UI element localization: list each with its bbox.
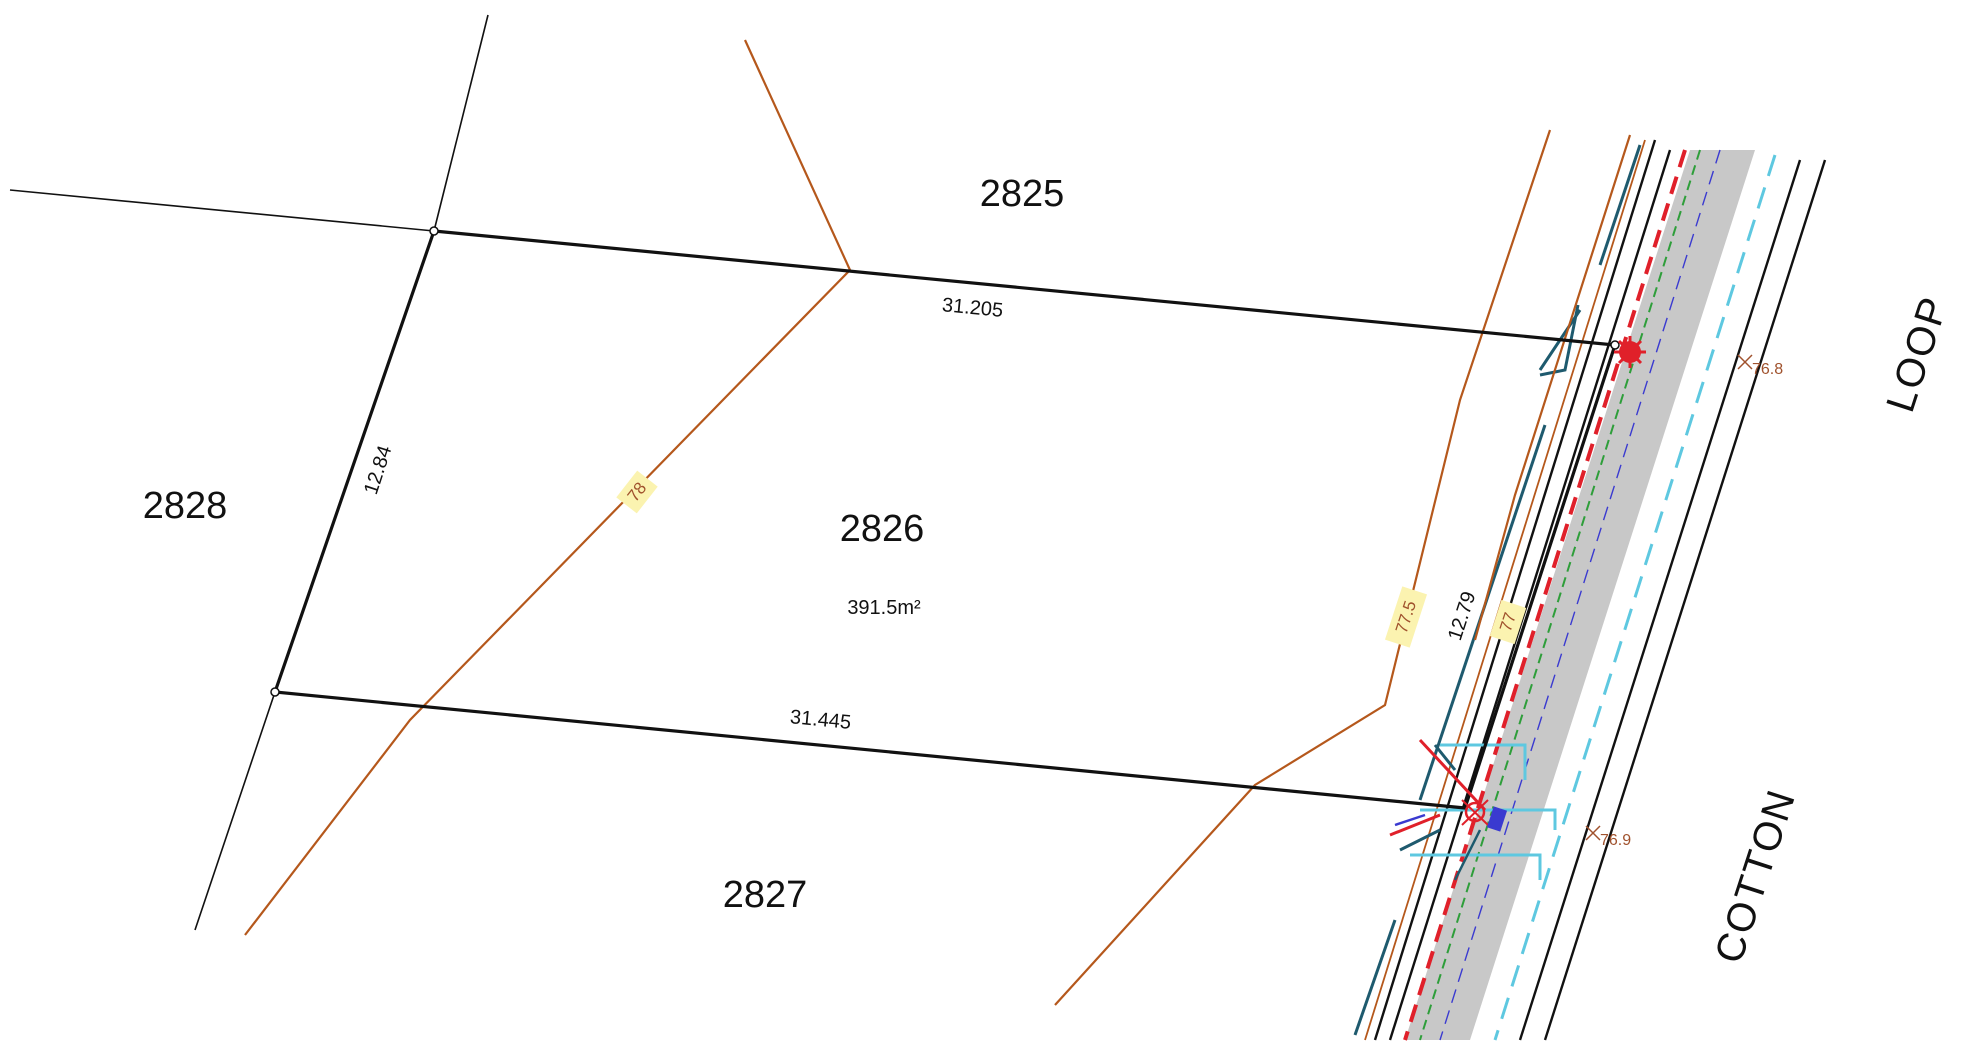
road-reserve-line-west-1 [1388,149,1672,1041]
corner-marker-ne [1610,340,1620,350]
subject-lot-area: 391.5m² [847,597,921,619]
lot-2826-outline [272,229,1618,810]
subject-lot-boundary [270,226,1620,810]
red-valve-icon [1464,801,1486,823]
contour-labels: 78 77.5 77 [616,470,1527,648]
lot-number-subject: 2826 [840,508,925,550]
north-extension-line [9,189,435,232]
contours [244,39,1632,1006]
service-line-blue [1439,149,1721,1041]
spot-level-cross-upper-icon [1737,354,1753,370]
lot-number-north: 2825 [980,173,1065,215]
corner-marker-nw [429,226,439,236]
dimension-west-boundary: 12.84 [360,443,396,497]
service-line-green [1419,149,1701,1041]
road-name-cotton: COTTON [1707,784,1805,969]
dimension-north-boundary: 31.205 [941,294,1004,322]
road-contour-edge [1364,139,1646,1041]
contour-label-78: 78 [616,470,658,514]
contour-label-77-5: 77.5 [1384,586,1428,648]
west-extension-lower [194,691,276,931]
spot-level-cross-lower-icon [1585,825,1601,841]
lot-number-west: 2828 [143,485,228,527]
dimension-south-boundary: 31.445 [789,706,852,734]
teal-service-segment-1 [1598,144,1642,266]
road-reserve-line-west-2 [1373,139,1657,1041]
spot-level-lower: 76.9 [1600,832,1631,849]
west-extension-upper [433,14,489,232]
road-name-loop: LOOP [1878,291,1957,418]
svg-text:77: 77 [1496,610,1520,634]
pit-symbol-cluster [1389,738,1508,881]
spot-level-upper: 76.8 [1752,361,1783,378]
service-symbols [1389,336,1753,881]
service-line-cyan [1493,154,1777,1041]
contour-78 [244,39,852,936]
lot-number-south: 2827 [723,874,808,916]
contour-77-5 [1054,129,1552,1006]
road-reserve-line-east-2 [1543,159,1827,1041]
road-reserve-line-east-1 [1518,159,1802,1041]
teal-service-bend [1539,304,1580,377]
cyan-bracket-lower [1410,853,1542,880]
contour-label-77: 77 [1489,599,1527,645]
svg-text:77.5: 77.5 [1392,598,1420,635]
red-star-icon [1614,336,1646,368]
kerb-line-red [1403,149,1687,1041]
cadastral-lines [9,14,489,931]
contour-77 [1473,134,1632,641]
blue-meter-icon [1486,806,1508,832]
cyan-bracket-upper [1440,743,1527,780]
corner-marker-sw [270,687,280,697]
teal-service-segment-4 [1353,919,1397,1036]
